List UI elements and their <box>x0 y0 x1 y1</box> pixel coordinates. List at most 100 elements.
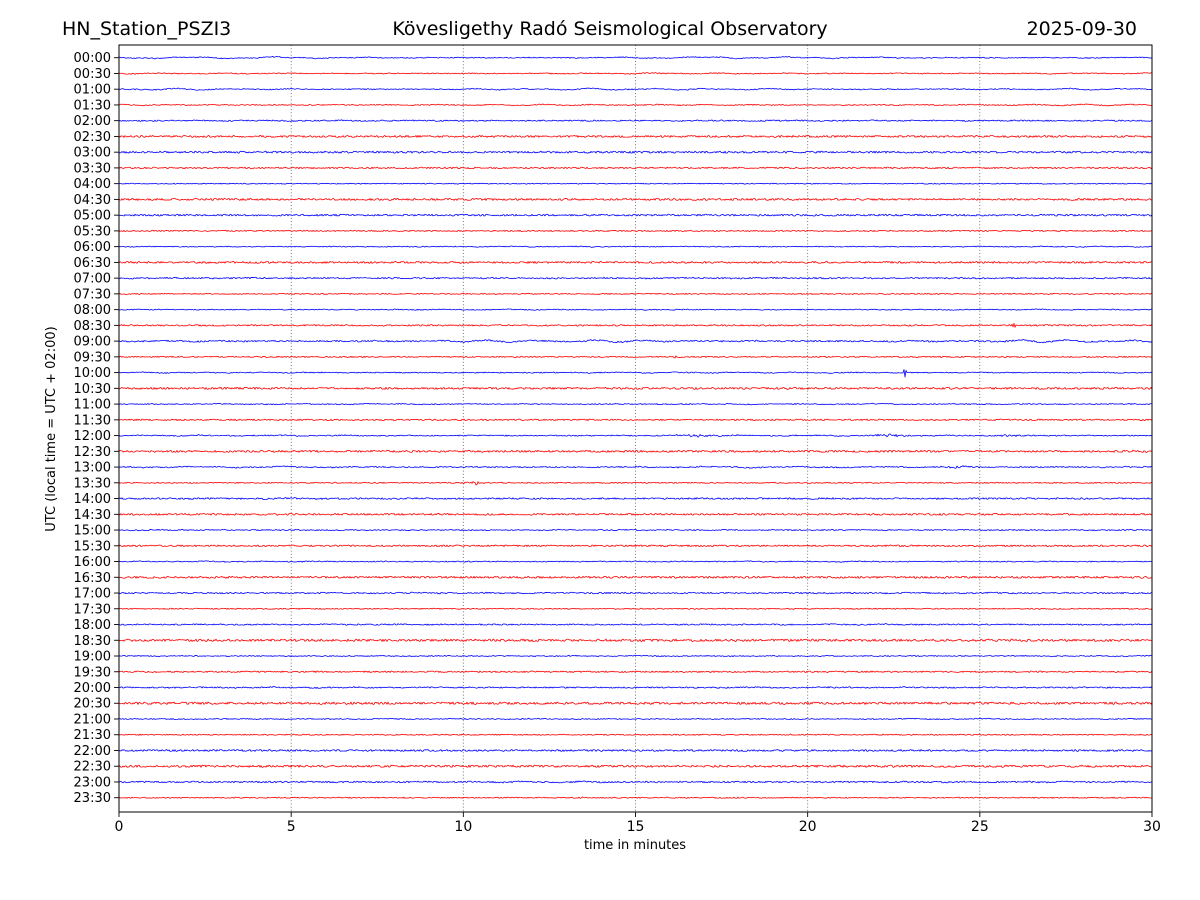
trace-row-18:30 <box>118 638 1153 642</box>
y-tick-label: 09:30 <box>74 350 111 365</box>
trace-row-21:00 <box>118 717 1153 721</box>
y-tick-label: 00:00 <box>74 51 111 66</box>
y-tick-label: 07:30 <box>74 287 111 302</box>
y-tick-label: 14:00 <box>74 492 111 507</box>
trace-row-04:00 <box>118 182 1153 185</box>
y-tick-label: 01:00 <box>74 83 111 98</box>
trace-row-17:30 <box>118 607 1153 610</box>
y-tick-label: 12:30 <box>74 445 111 460</box>
y-tick-label: 20:30 <box>74 697 111 712</box>
trace-row-16:30 <box>118 575 1153 579</box>
trace-row-19:30 <box>118 670 1153 673</box>
trace-row-15:00 <box>118 528 1153 532</box>
trace-row-08:30 <box>118 322 1153 328</box>
y-tick-label: 23:30 <box>74 791 111 806</box>
trace-row-02:30 <box>118 135 1153 138</box>
y-tick-label: 14:30 <box>74 508 111 523</box>
y-tick-label: 22:30 <box>74 760 111 775</box>
y-tick-label: 13:00 <box>74 461 111 476</box>
trace-row-13:00 <box>118 465 1153 469</box>
trace-row-21:30 <box>118 733 1153 736</box>
x-tick-label: 25 <box>971 819 989 835</box>
y-tick-label: 10:00 <box>74 366 111 381</box>
y-tick-label: 06:30 <box>74 256 111 271</box>
date-title: 2025-09-30 <box>1027 18 1137 40</box>
y-tick-label: 00:30 <box>74 67 111 82</box>
y-tick-label: 11:00 <box>74 398 111 413</box>
trace-row-14:30 <box>118 513 1153 516</box>
trace-row-15:30 <box>118 544 1153 547</box>
y-tick-label: 12:00 <box>74 429 111 444</box>
trace-row-03:30 <box>118 166 1153 170</box>
y-tick-label: 05:00 <box>74 209 111 224</box>
trace-row-11:30 <box>118 418 1153 421</box>
axes-layer: 00:0000:3001:0001:3002:0002:3003:0003:30… <box>74 44 1161 835</box>
trace-row-06:30 <box>118 261 1152 264</box>
y-tick-label: 18:00 <box>74 618 111 633</box>
trace-row-05:30 <box>118 229 1153 232</box>
y-tick-label: 23:00 <box>74 775 111 790</box>
y-tick-label: 20:00 <box>74 681 111 696</box>
y-tick-label: 04:30 <box>74 193 111 208</box>
x-tick-label: 0 <box>115 819 124 835</box>
y-axis-label: UTC (local time = UTC + 02:00) <box>44 326 59 531</box>
trace-row-02:00 <box>118 119 1153 122</box>
trace-row-14:00 <box>118 497 1153 500</box>
trace-row-18:00 <box>118 623 1153 626</box>
trace-row-01:00 <box>118 87 1153 91</box>
y-tick-label: 06:00 <box>74 240 111 255</box>
y-tick-label: 21:00 <box>74 712 111 727</box>
trace-row-08:00 <box>118 308 1153 311</box>
trace-row-03:00 <box>118 150 1153 154</box>
y-tick-label: 02:30 <box>74 130 111 145</box>
y-tick-label: 05:30 <box>74 224 111 239</box>
y-tick-label: 19:30 <box>74 665 111 680</box>
y-tick-label: 21:30 <box>74 728 111 743</box>
trace-row-05:00 <box>118 213 1153 217</box>
trace-row-10:00 <box>118 369 1153 378</box>
station-title: HN_Station_PSZI3 <box>62 18 231 40</box>
trace-row-20:00 <box>118 686 1153 689</box>
y-tick-label: 07:00 <box>74 272 111 287</box>
trace-row-00:00 <box>118 56 1153 60</box>
trace-row-17:00 <box>118 591 1153 595</box>
x-tick-label: 15 <box>627 819 645 835</box>
trace-row-22:30 <box>118 764 1153 768</box>
y-tick-label: 11:30 <box>74 413 111 428</box>
x-tick-label: 20 <box>799 819 817 835</box>
y-tick-label: 10:30 <box>74 382 111 397</box>
trace-row-11:00 <box>118 402 1153 406</box>
trace-row-13:30 <box>118 481 1153 486</box>
y-tick-label: 17:30 <box>74 602 111 617</box>
y-tick-label: 19:00 <box>74 650 111 665</box>
trace-row-09:30 <box>118 355 1153 359</box>
trace-row-07:00 <box>118 276 1153 280</box>
y-tick-label: 02:00 <box>74 114 111 129</box>
y-tick-label: 03:30 <box>74 161 111 176</box>
trace-row-01:30 <box>118 103 1153 107</box>
y-tick-label: 03:00 <box>74 146 111 161</box>
y-tick-label: 04:00 <box>74 177 111 192</box>
x-tick-label: 5 <box>287 819 296 835</box>
trace-row-04:30 <box>118 198 1153 201</box>
y-tick-label: 16:00 <box>74 555 111 570</box>
x-tick-label: 10 <box>454 819 472 835</box>
y-tick-label: 18:30 <box>74 634 111 649</box>
y-tick-label: 16:30 <box>74 571 111 586</box>
trace-row-19:00 <box>118 654 1153 658</box>
trace-row-10:30 <box>118 386 1153 390</box>
trace-row-06:00 <box>118 245 1153 248</box>
y-tick-label: 17:00 <box>74 587 111 602</box>
trace-row-12:00 <box>118 433 1153 438</box>
observatory-title: Kövesligethy Radó Seismological Observat… <box>392 18 827 40</box>
y-tick-label: 08:30 <box>74 319 111 334</box>
trace-row-12:30 <box>118 449 1153 453</box>
trace-row-20:30 <box>118 701 1153 705</box>
trace-row-07:30 <box>118 292 1153 295</box>
x-tick-label: 30 <box>1143 819 1161 835</box>
trace-row-22:00 <box>118 749 1153 752</box>
trace-layer <box>118 56 1153 799</box>
trace-row-23:00 <box>118 780 1153 784</box>
